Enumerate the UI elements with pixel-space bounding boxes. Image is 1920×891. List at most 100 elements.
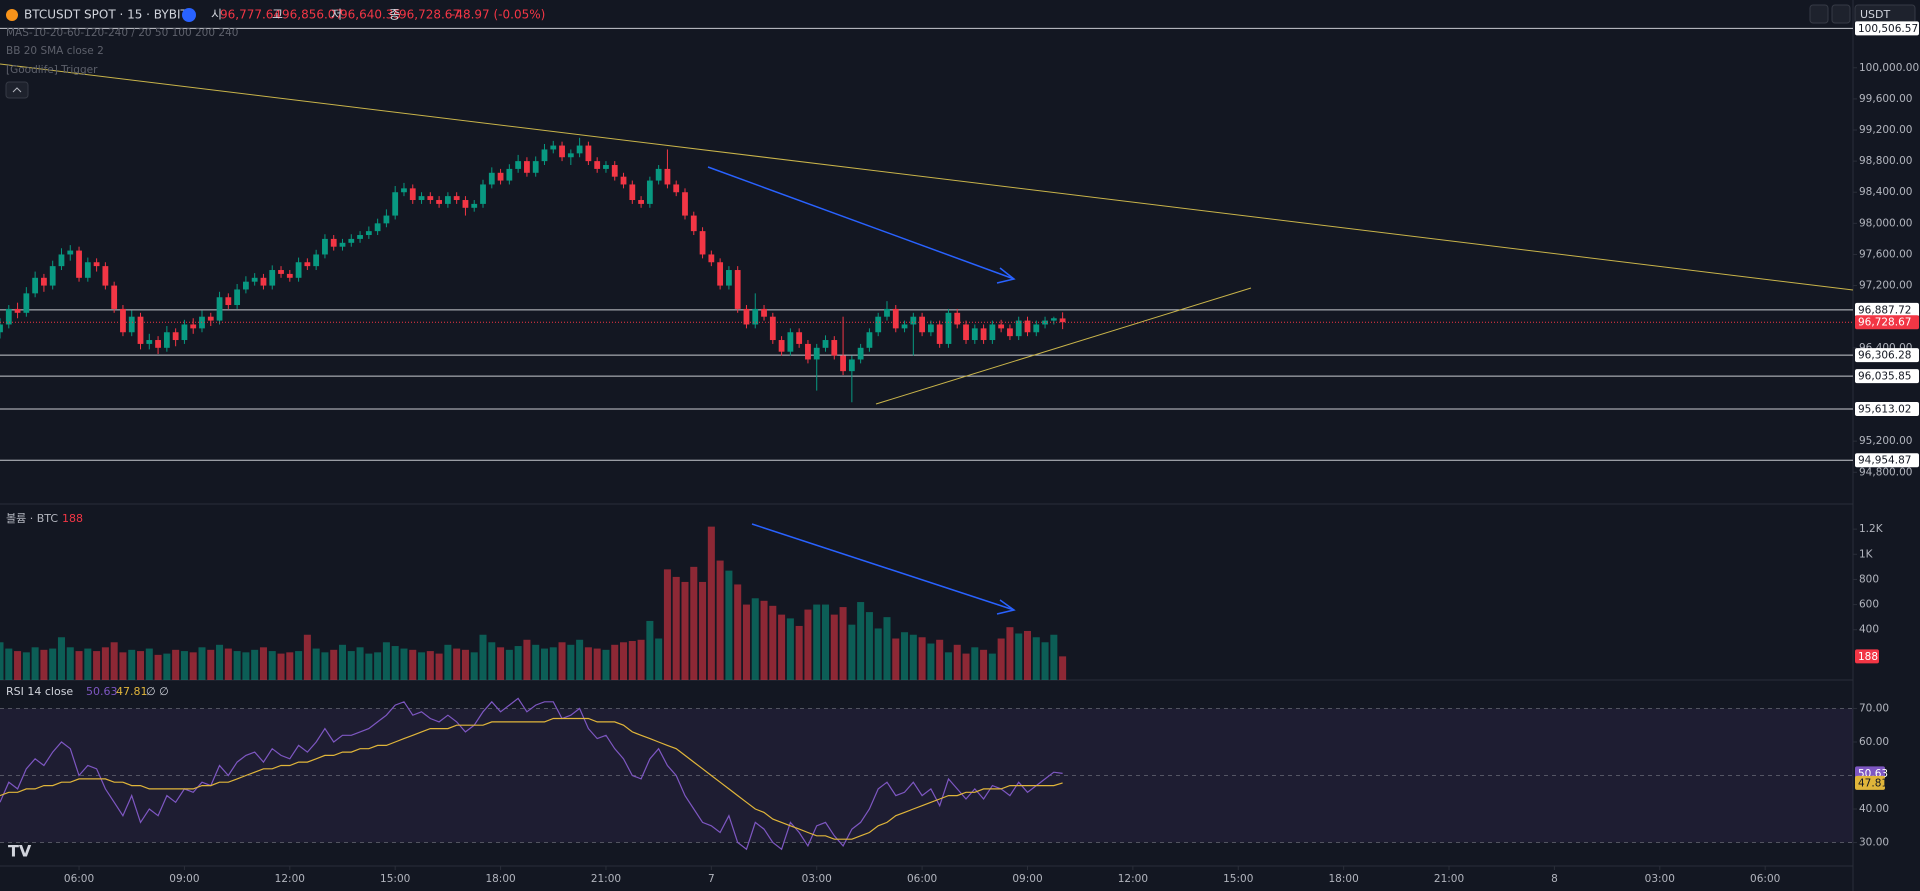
volume-bar bbox=[944, 652, 952, 680]
candle-body bbox=[690, 215, 697, 232]
x-tick-label: 06:00 bbox=[64, 873, 94, 885]
volume-bar bbox=[593, 648, 601, 680]
volume-bar bbox=[40, 649, 48, 680]
candle-body bbox=[866, 332, 873, 348]
volume-bar bbox=[505, 649, 513, 680]
candle-body bbox=[488, 172, 495, 185]
candle-body bbox=[848, 359, 855, 372]
volume-bar bbox=[751, 598, 759, 680]
x-tick-label: 15:00 bbox=[1223, 873, 1253, 885]
candle-body bbox=[102, 266, 109, 286]
candle-body bbox=[954, 312, 961, 325]
volume-bar bbox=[330, 649, 338, 680]
y-tick-label: 1K bbox=[1859, 548, 1874, 560]
low-value: 96,640.35 bbox=[340, 8, 401, 22]
volume-bar bbox=[1050, 634, 1058, 680]
y-tick-label: 94,800.00 bbox=[1859, 466, 1912, 478]
candle-body bbox=[638, 200, 644, 204]
volume-bar bbox=[277, 653, 285, 680]
y-tick-label: 98,800.00 bbox=[1859, 155, 1912, 167]
volume-bar bbox=[918, 637, 926, 680]
candle-body bbox=[594, 161, 601, 169]
download-button[interactable] bbox=[1809, 4, 1829, 24]
x-tick-label: 8 bbox=[1551, 873, 1558, 885]
candle-body bbox=[269, 270, 276, 286]
candle-body bbox=[1050, 318, 1057, 321]
y-tick-label: 99,600.00 bbox=[1859, 93, 1912, 105]
volume-bar bbox=[821, 604, 830, 680]
volume-bar bbox=[1032, 637, 1040, 680]
collapse-button[interactable] bbox=[5, 81, 29, 99]
volume-bar bbox=[997, 638, 1005, 680]
candle-body bbox=[1059, 318, 1066, 323]
candle-body bbox=[480, 184, 486, 204]
candle-body bbox=[910, 316, 917, 325]
change: -48.97 (-0.05%) bbox=[451, 8, 545, 22]
candle-body bbox=[260, 277, 267, 286]
refresh-button[interactable] bbox=[1831, 4, 1851, 24]
volume-bar bbox=[259, 647, 267, 680]
volume-bar bbox=[611, 644, 619, 680]
volume-bar bbox=[909, 634, 917, 680]
y-tick-label: 40.00 bbox=[1859, 803, 1889, 815]
x-tick-label: 06:00 bbox=[1750, 873, 1780, 885]
candle-body bbox=[427, 196, 434, 201]
volume-bar bbox=[479, 634, 487, 680]
volume-bar bbox=[0, 642, 4, 680]
candle-body bbox=[831, 340, 838, 356]
candle-body bbox=[805, 343, 811, 360]
candle-body bbox=[822, 340, 829, 348]
arrow bbox=[707, 166, 1015, 280]
volume-bar bbox=[883, 617, 891, 680]
candle-body bbox=[471, 203, 478, 208]
arrow bbox=[751, 523, 1015, 611]
candle-body bbox=[120, 308, 126, 333]
volume-bar bbox=[725, 570, 733, 680]
candle-body bbox=[945, 312, 952, 344]
y-tick-label: 30.00 bbox=[1859, 837, 1889, 849]
x-tick-label: 03:00 bbox=[802, 873, 832, 885]
volume-bar bbox=[988, 653, 996, 680]
x-tick-label: 18:00 bbox=[1329, 873, 1359, 885]
candle-body bbox=[1007, 328, 1013, 337]
volume-bar bbox=[338, 644, 347, 680]
volume-bar bbox=[497, 647, 505, 680]
y-tick-label: 1.2K bbox=[1859, 523, 1884, 535]
volume-bar bbox=[839, 607, 847, 680]
candle-body bbox=[515, 161, 522, 169]
y-tick-label: 70.00 bbox=[1859, 702, 1889, 714]
candle-body bbox=[339, 242, 346, 247]
volume-bar bbox=[672, 576, 680, 680]
candle-body bbox=[919, 316, 926, 333]
volume-bar bbox=[549, 647, 557, 680]
price-line-label-box bbox=[1855, 402, 1919, 417]
rsi-title: RSI 14 close bbox=[6, 685, 73, 698]
volume-bar bbox=[198, 647, 206, 680]
replay-button[interactable] bbox=[182, 8, 196, 22]
price-line-label-box bbox=[1855, 453, 1919, 468]
candle-body bbox=[752, 308, 759, 325]
candle-body bbox=[857, 347, 864, 360]
volume-bar bbox=[172, 649, 180, 680]
volume-bar bbox=[584, 647, 592, 680]
price-line-label: 96,887.72 bbox=[1858, 304, 1911, 316]
candle-body bbox=[444, 196, 451, 204]
volume-bar bbox=[778, 614, 786, 680]
candle-body bbox=[146, 340, 153, 344]
volume-bar bbox=[303, 634, 311, 680]
volume-bar bbox=[180, 651, 188, 680]
candle-body bbox=[207, 316, 214, 321]
candle-body bbox=[278, 270, 284, 274]
volume-bar bbox=[128, 649, 136, 680]
candle-body bbox=[1033, 324, 1040, 333]
volume-bar bbox=[848, 624, 856, 680]
candle-body bbox=[576, 145, 583, 154]
candle-body bbox=[892, 308, 899, 329]
volume-bar bbox=[1059, 656, 1067, 680]
candle-body bbox=[778, 340, 785, 352]
volume-bar bbox=[101, 647, 109, 680]
volume-bar bbox=[514, 646, 522, 680]
high-label: 고 bbox=[272, 8, 283, 22]
y-tick-label: 98,400.00 bbox=[1859, 186, 1912, 198]
